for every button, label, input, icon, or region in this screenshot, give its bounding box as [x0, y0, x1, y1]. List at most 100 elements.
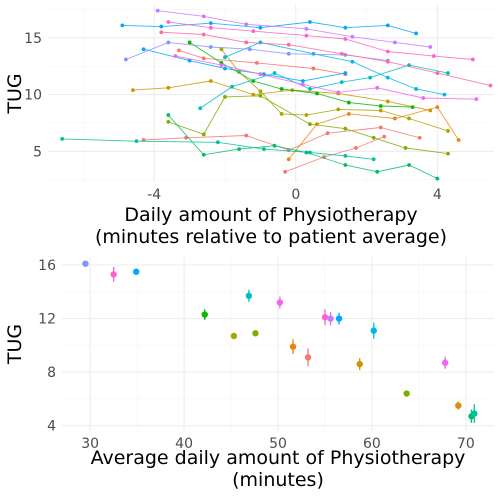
data-point: [244, 22, 249, 27]
data-point: [346, 112, 351, 116]
data-point: [421, 96, 426, 100]
data-point: [455, 402, 462, 409]
series-line: [143, 48, 346, 82]
data-point: [321, 314, 329, 321]
data-point: [60, 136, 65, 141]
data-point: [120, 23, 125, 28]
data-point: [368, 75, 373, 80]
data-point: [308, 150, 312, 155]
data-point: [392, 116, 397, 121]
data-point: [286, 157, 291, 162]
x-tick-label: 60: [363, 436, 381, 452]
data-point: [258, 89, 263, 94]
data-point: [407, 163, 411, 167]
data-point: [177, 48, 181, 53]
data-point: [304, 26, 309, 31]
data-point: [308, 87, 312, 91]
data-point: [223, 55, 227, 60]
data-point: [230, 332, 238, 340]
series-line: [125, 41, 388, 62]
data-point: [208, 21, 213, 26]
data-point: [382, 134, 387, 139]
data-point: [350, 59, 355, 64]
data-point: [471, 410, 478, 417]
x-axis-title: (minutes relative to patient average): [95, 226, 447, 248]
data-point: [134, 139, 139, 144]
x-tick-label: 4: [433, 187, 442, 203]
data-point: [343, 25, 348, 30]
data-point: [435, 176, 440, 181]
data-point: [308, 122, 312, 127]
series-line: [132, 80, 431, 111]
series-line: [168, 21, 473, 60]
data-point: [258, 25, 263, 30]
data-point: [315, 91, 319, 96]
data-point: [279, 112, 284, 116]
data-point: [474, 97, 479, 102]
data-point: [82, 260, 89, 267]
y-tick-label: 4: [47, 419, 56, 435]
data-point: [385, 23, 390, 28]
data-point: [244, 40, 249, 45]
data-point: [208, 45, 213, 49]
data-point: [339, 80, 344, 85]
data-point: [262, 147, 266, 151]
data-point: [346, 100, 351, 105]
data-point: [166, 119, 171, 124]
data-point: [123, 57, 128, 62]
data-point: [336, 90, 341, 95]
data-point: [245, 292, 253, 300]
data-point: [488, 83, 493, 88]
series-line: [288, 106, 459, 160]
x-tick-label: 40: [175, 436, 193, 452]
data-point: [428, 108, 433, 113]
data-point: [311, 66, 316, 71]
data-point: [378, 108, 383, 113]
data-point: [446, 129, 450, 133]
data-point: [371, 157, 376, 162]
data-point: [431, 54, 436, 58]
data-point: [304, 354, 312, 361]
data-point: [339, 51, 344, 56]
data-point: [219, 63, 224, 68]
data-point: [385, 59, 390, 64]
data-point: [343, 71, 348, 75]
x-axis-title: (minutes): [232, 469, 324, 491]
data-point: [166, 85, 171, 90]
data-point: [258, 72, 263, 77]
data-point: [356, 360, 363, 368]
data-point: [132, 268, 140, 275]
data-point: [392, 40, 397, 45]
data-point: [131, 88, 135, 92]
series-line: [161, 31, 491, 87]
x-tick-label: 30: [81, 436, 99, 452]
data-point: [325, 131, 330, 136]
data-point: [304, 113, 309, 117]
series-line: [175, 55, 477, 100]
data-point: [354, 146, 358, 150]
series-line: [167, 114, 438, 180]
data-point: [283, 169, 288, 174]
data-point: [343, 37, 348, 41]
data-point: [375, 169, 380, 174]
data-point: [428, 45, 433, 49]
data-point: [286, 42, 291, 47]
series-line: [122, 21, 417, 34]
data-point: [258, 93, 263, 98]
data-point: [155, 8, 160, 13]
series-line: [199, 64, 449, 109]
data-point: [198, 106, 203, 111]
data-point: [470, 57, 475, 62]
data-point: [385, 99, 390, 104]
data-point: [279, 87, 284, 91]
data-point: [403, 146, 408, 150]
data-point: [350, 34, 355, 39]
data-point: [223, 66, 227, 71]
data-point: [159, 24, 164, 29]
data-point: [244, 133, 249, 138]
data-point: [304, 33, 309, 38]
data-point: [378, 125, 383, 130]
data-point: [201, 32, 206, 37]
top-panel-chart: -4 0 4 5 10 15 Daily amount of Physiotherapy(m…: [4, 5, 494, 248]
data-point: [385, 49, 390, 54]
